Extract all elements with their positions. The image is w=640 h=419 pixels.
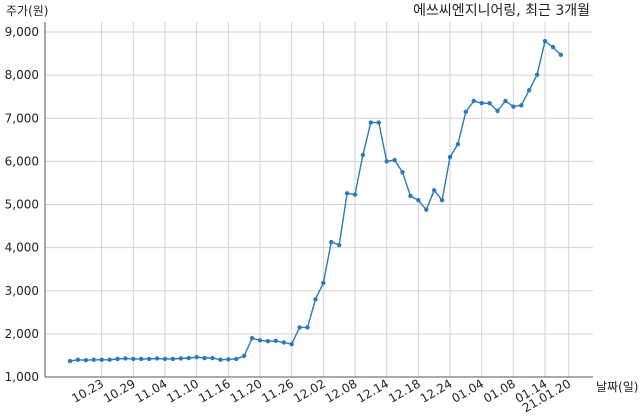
data-point: [479, 100, 484, 106]
data-point: [146, 356, 152, 362]
data-point: [91, 357, 96, 362]
data-point: [83, 357, 89, 363]
data-point: [487, 100, 492, 106]
data-point: [455, 141, 461, 147]
x-tick-label: 01.08: [481, 376, 518, 405]
data-point: [376, 120, 381, 125]
data-point: [154, 356, 160, 361]
x-tick-label: 12.14: [354, 376, 391, 405]
y-tick-label: 8,000: [5, 68, 39, 82]
data-point: [416, 197, 421, 203]
data-point: [194, 354, 199, 360]
data-point: [241, 353, 247, 359]
data-point: [519, 103, 524, 108]
y-tick-label: 7,000: [5, 111, 39, 125]
data-point: [210, 355, 215, 361]
y-tick-label: 3,000: [5, 284, 39, 298]
data-point: [273, 338, 279, 343]
data-point: [75, 357, 81, 362]
data-point: [526, 88, 532, 93]
x-tick-label: 12.18: [386, 376, 423, 405]
data-point: [503, 98, 508, 104]
data-point: [265, 339, 271, 344]
data-point: [408, 193, 413, 199]
data-point: [139, 356, 144, 362]
data-point: [297, 325, 302, 330]
data-point: [439, 197, 445, 203]
data-point: [162, 356, 168, 362]
x-tick-label: 11.10: [164, 376, 201, 405]
y-tick-label: 2,000: [5, 327, 39, 341]
data-point: [336, 242, 342, 248]
data-point: [344, 191, 350, 196]
x-tick-label: 12.02: [291, 376, 328, 405]
y-axis-title: 주가(원): [6, 4, 48, 18]
data-point: [360, 152, 366, 158]
grid-layer: [45, 22, 593, 378]
data-point: [384, 159, 389, 164]
data-point: [400, 169, 405, 175]
data-point: [131, 356, 136, 362]
data-point: [534, 72, 540, 77]
y-tick-label: 6,000: [5, 154, 39, 168]
data-point: [178, 356, 184, 361]
data-point: [352, 192, 358, 197]
data-point: [289, 342, 294, 347]
data-point: [249, 335, 255, 341]
chart-title: 에쓰씨엔지니어링, 최근 3개월: [413, 3, 590, 19]
data-point: [542, 38, 548, 44]
data-point: [463, 109, 469, 114]
x-tick-label: 11.26: [259, 376, 296, 405]
x-tick-label: 11.20: [228, 376, 265, 405]
data-point: [447, 154, 453, 160]
y-tick-label: 1,000: [5, 370, 39, 384]
data-point: [218, 357, 223, 362]
x-tick-label: 11.04: [133, 376, 170, 405]
x-tick-label: 10.23: [69, 376, 106, 405]
y-tick-label: 9,000: [5, 25, 39, 39]
x-tick-labels: 10.2310.2911.0411.1011.1611.2011.2612.02…: [69, 376, 573, 415]
x-tick-label: 12.24: [418, 376, 455, 405]
x-tick-label: 10.29: [101, 376, 138, 405]
x-tick-label: 01.04: [449, 376, 486, 405]
data-point: [186, 355, 191, 361]
x-axis-title: 날짜(일): [596, 380, 638, 394]
data-point: [305, 325, 310, 330]
data-point: [257, 338, 263, 343]
data-point: [234, 356, 239, 362]
data-point: [202, 355, 207, 361]
data-point: [313, 297, 318, 302]
data-point: [67, 358, 73, 364]
x-tick-label: 11.16: [196, 376, 233, 405]
data-point: [431, 188, 437, 193]
data-point: [115, 356, 120, 362]
data-point: [329, 239, 334, 245]
data-point: [170, 356, 176, 362]
y-tick-labels: 1,000 2,000 3,000 4,000 5,000 6,000 7,000 8,000…: [5, 25, 39, 384]
data-point: [226, 357, 231, 362]
series-layer: [67, 38, 564, 364]
data-point: [471, 98, 476, 104]
data-point: [281, 340, 286, 345]
x-tick-label: 12.08: [323, 376, 360, 405]
y-tick-label: 4,000: [5, 241, 39, 255]
data-point: [123, 356, 128, 361]
data-point: [558, 52, 564, 58]
data-point: [99, 357, 104, 362]
data-point: [107, 357, 112, 362]
y-tick-label: 5,000: [5, 198, 39, 212]
data-point: [321, 280, 326, 286]
data-point: [550, 44, 556, 50]
data-point: [392, 157, 397, 163]
data-point: [511, 104, 516, 109]
data-point: [368, 120, 374, 125]
series-line: [69, 39, 562, 362]
data-point: [495, 108, 500, 114]
data-point: [424, 207, 429, 212]
